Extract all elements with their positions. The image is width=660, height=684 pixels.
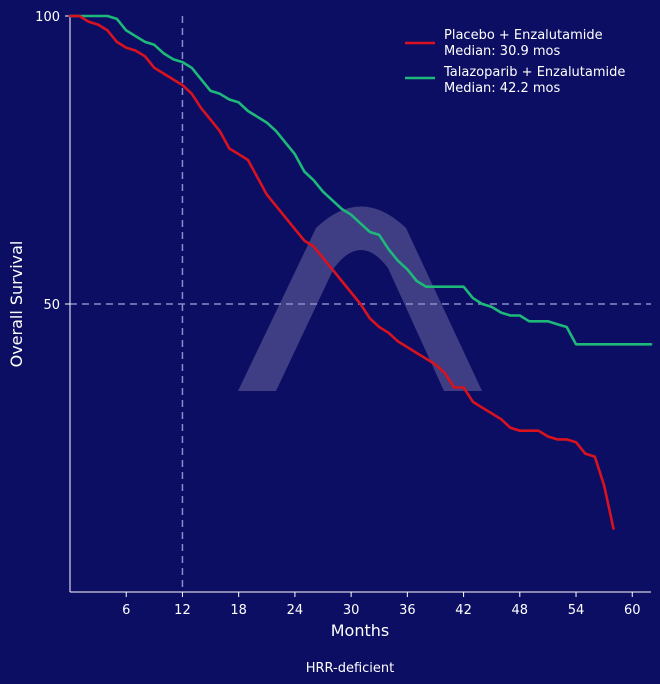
x-tick-label: 6 bbox=[122, 603, 130, 618]
legend-label-talazoparib: Talazoparib + Enzalutamide bbox=[443, 65, 625, 80]
series-line-talazoparib bbox=[68, 14, 653, 346]
x-tick-label: 36 bbox=[399, 603, 416, 618]
legend-median-talazoparib: Median: 42.2 mos bbox=[444, 81, 560, 96]
series-lines bbox=[68, 14, 653, 530]
y-axis-label: Overall Survival bbox=[7, 241, 26, 368]
x-tick-label: 42 bbox=[455, 603, 472, 618]
x-tick-label: 30 bbox=[343, 603, 360, 618]
series-line-placebo bbox=[68, 14, 615, 530]
x-tick-label: 24 bbox=[287, 603, 304, 618]
x-tick-label: 12 bbox=[174, 603, 191, 618]
y-tick-label: 100 bbox=[35, 10, 60, 25]
legend-label-placebo: Placebo + Enzalutamide bbox=[444, 28, 603, 43]
y-tick-label: 50 bbox=[43, 298, 60, 313]
x-tick-label: 54 bbox=[568, 603, 585, 618]
legend-median-placebo: Median: 30.9 mos bbox=[444, 44, 560, 59]
x-tick-label: 18 bbox=[230, 603, 247, 618]
chart-subtitle: HRR-deficient bbox=[306, 661, 395, 676]
x-tick-label: 60 bbox=[624, 603, 641, 618]
watermark-logo bbox=[238, 206, 482, 391]
x-axis-label: Months bbox=[331, 621, 389, 640]
tick-labels: 6 12 18 24 30 36 42 48 54 60 50 100 bbox=[35, 10, 640, 618]
x-tick-label: 48 bbox=[512, 603, 529, 618]
legend: Placebo + Enzalutamide Median: 30.9 mos … bbox=[405, 28, 625, 96]
